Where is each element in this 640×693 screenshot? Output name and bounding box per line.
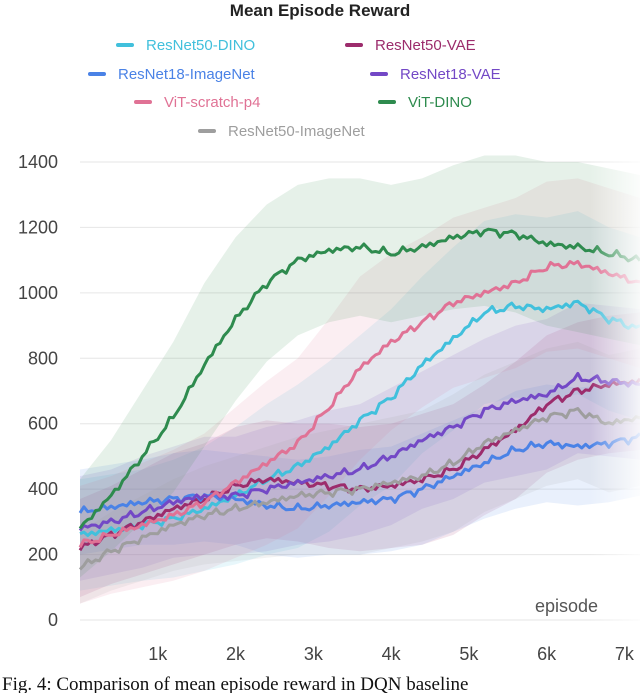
legend-label: ResNet18-VAE bbox=[400, 66, 501, 83]
legend-label: ResNet18-ImageNet bbox=[118, 66, 256, 83]
confidence-bands bbox=[80, 155, 640, 604]
y-tick-label: 0 bbox=[48, 610, 58, 630]
legend-item-resnet50-dino[interactable]: ResNet50-DINO bbox=[116, 37, 255, 54]
y-tick-label: 1400 bbox=[18, 152, 58, 172]
line-resnet50-imagenet bbox=[78, 407, 640, 571]
chart-title: Mean Episode Reward bbox=[230, 1, 410, 20]
legend-label: ResNet50-ImageNet bbox=[228, 123, 366, 140]
x-tick-label: 7k bbox=[615, 644, 635, 664]
legend-label: ResNet50-VAE bbox=[375, 37, 476, 54]
y-tick-label: 1000 bbox=[18, 283, 58, 303]
legend-item-resnet50-imagenet[interactable]: ResNet50-ImageNet bbox=[198, 123, 366, 140]
line-resnet50-dino bbox=[79, 299, 640, 537]
y-tick-label: 400 bbox=[28, 479, 58, 499]
figure-caption: Fig. 4: Comparison of mean episode rewar… bbox=[2, 674, 468, 693]
line-resnet18-imagenet bbox=[78, 432, 640, 514]
band-resnet18-vae bbox=[80, 302, 640, 581]
legend-item-resnet18-vae[interactable]: ResNet18-VAE bbox=[370, 66, 501, 83]
y-tick-label: 200 bbox=[28, 545, 58, 565]
y-tick-label: 800 bbox=[28, 348, 58, 368]
line-vit-dino bbox=[78, 227, 640, 530]
x-tick-label: 2k bbox=[226, 644, 246, 664]
y-tick-label: 600 bbox=[28, 414, 58, 434]
legend-label: ResNet50-DINO bbox=[146, 37, 255, 54]
x-axis-ticks: 1k 2k 3k 4k 5k 6k 7k bbox=[148, 644, 635, 664]
legend-item-vit-scratch-p4[interactable]: ViT-scratch-p4 bbox=[134, 94, 260, 111]
series-lines bbox=[78, 227, 640, 571]
band-vit-dino bbox=[80, 155, 640, 578]
legend: ResNet50-DINO ResNet50-VAE ResNet18-ImageN… bbox=[88, 37, 501, 140]
band-resnet50-vae bbox=[80, 312, 640, 598]
line-vit-scratch-p4 bbox=[78, 259, 640, 548]
legend-item-resnet50-vae[interactable]: ResNet50-VAE bbox=[345, 37, 476, 54]
y-tick-label: 1200 bbox=[18, 217, 58, 237]
legend-label: ViT-DINO bbox=[408, 94, 472, 111]
gridlines bbox=[80, 161, 640, 621]
legend-item-vit-dino[interactable]: ViT-DINO bbox=[378, 94, 472, 111]
x-axis-label: episode bbox=[535, 596, 598, 616]
line-resnet18-vae bbox=[78, 371, 640, 532]
x-tick-label: 3k bbox=[304, 644, 324, 664]
x-tick-label: 4k bbox=[382, 644, 402, 664]
x-tick-label: 1k bbox=[148, 644, 168, 664]
legend-label: ViT-scratch-p4 bbox=[164, 94, 260, 111]
y-axis-ticks: 0 200 400 600 800 1000 1200 1400 bbox=[18, 152, 58, 630]
x-tick-label: 5k bbox=[459, 644, 479, 664]
right-fade-overlay bbox=[590, 150, 640, 630]
line-resnet50-vae bbox=[78, 377, 640, 552]
x-tick-label: 6k bbox=[537, 644, 557, 664]
legend-item-resnet18-imagenet[interactable]: ResNet18-ImageNet bbox=[88, 66, 256, 83]
